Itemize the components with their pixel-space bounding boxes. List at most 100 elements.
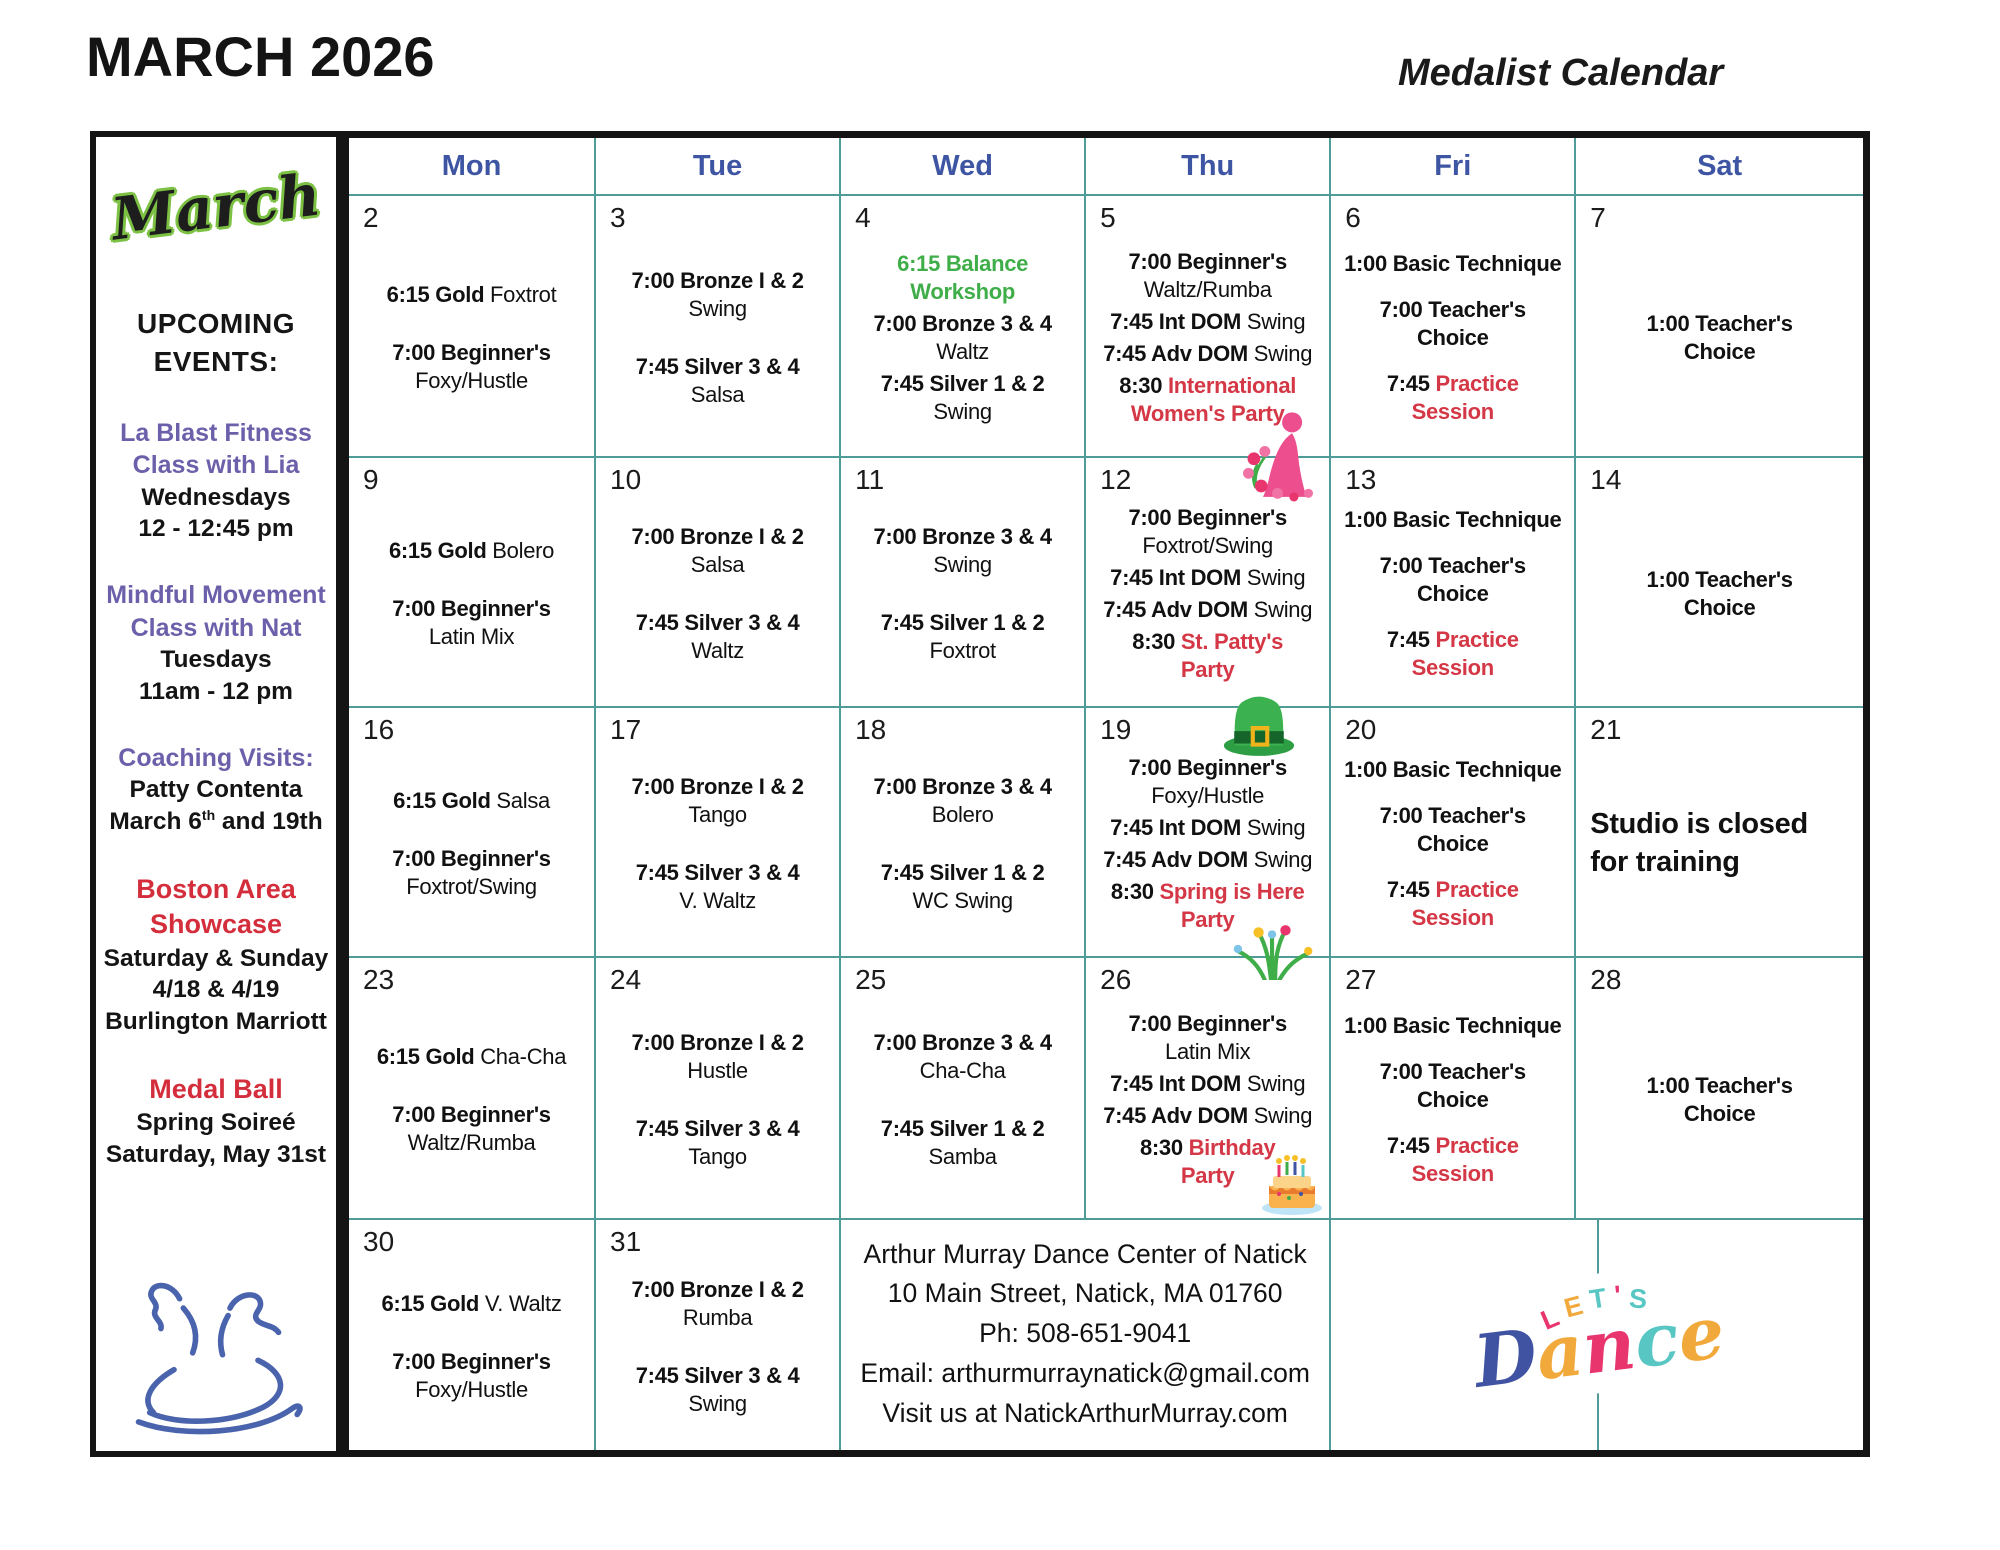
event-text: 7:00 Beginner's [392, 339, 551, 365]
day-events: 6:15 Gold Cha-Cha 7:00 Beginner's Waltz/Ru… [355, 994, 588, 1212]
event: 7:45 Int DOM Swing [1092, 1070, 1323, 1098]
detail-superscript: th [201, 807, 216, 824]
event: 7:00 Beginner's Waltz/Rumba [1092, 248, 1323, 304]
event-line: 7:45 Practice [1337, 626, 1568, 654]
event-line: Party [1092, 906, 1323, 934]
event-text: 7:45 [1386, 1133, 1436, 1159]
event-line: Choice [1337, 324, 1568, 352]
event-line: 6:15 Gold Salsa [355, 787, 588, 815]
event-text: Foxtrot/Swing [406, 874, 537, 900]
event-line: 6:15 Gold V. Waltz [355, 1290, 588, 1318]
weekday-label: Tue [692, 149, 743, 182]
event-line: 8:30 Spring is Here [1092, 878, 1323, 906]
event-text: 7:00 Bronze I & 2 [631, 1029, 804, 1055]
event-text: Swing [1253, 847, 1313, 872]
event-line: Waltz [847, 338, 1078, 366]
event-text: Swing [1246, 1070, 1306, 1096]
event: 8:30 Spring is Here Party [1092, 878, 1323, 934]
event-line: 1:00 Basic Technique [1337, 1012, 1568, 1040]
event-text: Party [1180, 907, 1235, 933]
weekday-label: Fri [1434, 149, 1472, 182]
event-text: Swing [688, 295, 747, 321]
day-cell-16: 16 6:15 Gold Salsa 7:00 Beginner's Foxtrot/… [349, 706, 595, 956]
event-text: Women's Party [1130, 401, 1285, 427]
event-line: Latin Mix [355, 623, 588, 651]
event-text: 7:45 Silver 3 & 4 [635, 1363, 800, 1388]
logo-letter: D [1468, 1312, 1542, 1405]
event-line: Tango [602, 1143, 833, 1171]
event-line: Women's Party [1092, 400, 1323, 428]
event-text: 7:45 [1386, 627, 1436, 653]
event-line: Session [1337, 904, 1568, 932]
event-text: 7:00 Bronze I & 2 [631, 773, 804, 799]
event-text: 6:15 Gold [386, 281, 491, 307]
event-line: Workshop [847, 278, 1078, 306]
day-number: 23 [363, 964, 395, 995]
event-line: 1:00 Teacher's [1582, 1072, 1857, 1100]
day-number: 10 [610, 464, 642, 495]
day-events: 6:15 Gold Foxtrot 7:00 Beginner's Foxy/Hus… [355, 232, 588, 450]
event-line: Choice [1337, 580, 1568, 608]
birthday-cake-icon [1259, 1152, 1325, 1216]
address-line: Visit us at NatickArthurMurray.com [882, 1397, 1288, 1428]
event-text: 7:45 Silver 3 & 4 [635, 610, 800, 635]
weekday-label: Thu [1181, 149, 1235, 182]
day-number: 25 [855, 964, 887, 995]
event: 7:45 Adv DOM Swing [1092, 846, 1323, 874]
event: 7:00 Teacher's Choice [1337, 552, 1568, 608]
event-text: Foxtrot/Swing [1142, 532, 1273, 558]
leprechaun-hat-icon [1220, 694, 1298, 758]
event-line: 7:45 Silver 3 & 4 [602, 353, 833, 381]
sidebar-event-detail: Saturday & Sunday [103, 944, 329, 972]
event-text: Swing [933, 551, 992, 577]
event: 7:00 Beginner's Foxy/Hustle [355, 339, 588, 395]
event: 7:45 Silver 3 & 4 V. Waltz [602, 859, 833, 915]
day-events: 7:00 Bronze I & 2 Salsa 7:45 Silver 3 & 4 W… [602, 494, 833, 700]
event-text: Foxtrot [490, 281, 557, 307]
event-line: 7:45 Silver 3 & 4 [602, 1115, 833, 1143]
day-cell-27: 27 1:00 Basic Technique 7:00 Teacher's Choi… [1329, 956, 1575, 1218]
event: 7:45 Silver 1 & 2 WC Swing [847, 859, 1078, 915]
day-cell-17: 17 7:00 Bronze I & 2 Tango 7:45 Silver 3 & … [594, 706, 840, 956]
event-line: 8:30 International [1092, 372, 1323, 400]
event: 7:00 Beginner's Foxy/Hustle [355, 1348, 588, 1404]
event-text: 1:00 Basic Technique [1344, 250, 1562, 276]
event: 7:00 Beginner's Waltz/Rumba [355, 1101, 588, 1157]
event-line: 7:45 Int DOM Swing [1092, 1070, 1323, 1098]
day-number: 30 [363, 1226, 395, 1257]
logo-letter: n [1577, 1300, 1640, 1391]
calendar-subtitle: Medalist Calendar [1398, 52, 1724, 94]
event-text: 7:00 Beginner's [1128, 754, 1287, 780]
event: 7:00 Beginner's Foxtrot/Swing [1092, 504, 1323, 560]
day-cell-9: 9 6:15 Gold Bolero 7:00 Beginner's Latin Mi… [349, 456, 595, 706]
event-line: 7:45 Adv DOM Swing [1092, 846, 1323, 874]
event-line: WC Swing [847, 887, 1078, 915]
day-cell-28: 28 1:00 Teacher's Choice [1574, 956, 1863, 1218]
weekday-header-thu: Thu [1084, 138, 1329, 194]
event-text: 7:45 Silver 1 & 2 [880, 860, 1045, 885]
event-line: 7:00 Beginner's [355, 845, 588, 873]
day-events: 7:00 Bronze I & 2 Tango 7:45 Silver 3 & 4 V… [602, 744, 833, 950]
detail-text: and 19th [215, 808, 323, 836]
upcoming-events-heading: UPCOMING EVENTS: [137, 308, 295, 377]
day-number: 3 [610, 202, 626, 233]
event-line: 1:00 Teacher's [1582, 566, 1857, 594]
day-events: 7:00 Bronze I & 2 Rumba 7:45 Silver 3 & 4 S… [602, 1256, 833, 1444]
event: 8:30 Birthday Party [1092, 1134, 1323, 1190]
event: 7:45 Int DOM Swing [1092, 308, 1323, 336]
day-number: 4 [855, 202, 871, 233]
day-number: 6 [1345, 202, 1361, 233]
event-line: Session [1337, 654, 1568, 682]
event-text: Waltz/Rumba [1143, 276, 1272, 302]
event-text: 7:00 Bronze I & 2 [631, 523, 804, 549]
event-line: Foxy/Hustle [1092, 782, 1323, 810]
event-text: 7:00 Beginner's [392, 595, 551, 621]
day-number: 31 [610, 1226, 642, 1257]
event-text: 7:45 Int DOM [1110, 308, 1247, 334]
event-line: 1:00 Teacher's [1582, 310, 1857, 338]
address-line: 10 Main Street, Natick, MA 01760 [887, 1278, 1283, 1309]
event-text: 7:00 Teacher's [1379, 802, 1526, 828]
event: 7:45 Practice Session [1337, 626, 1568, 682]
event: 1:00 Basic Technique [1337, 1012, 1568, 1040]
day-cell-20: 20 1:00 Basic Technique 7:00 Teacher's Choi… [1329, 706, 1575, 956]
